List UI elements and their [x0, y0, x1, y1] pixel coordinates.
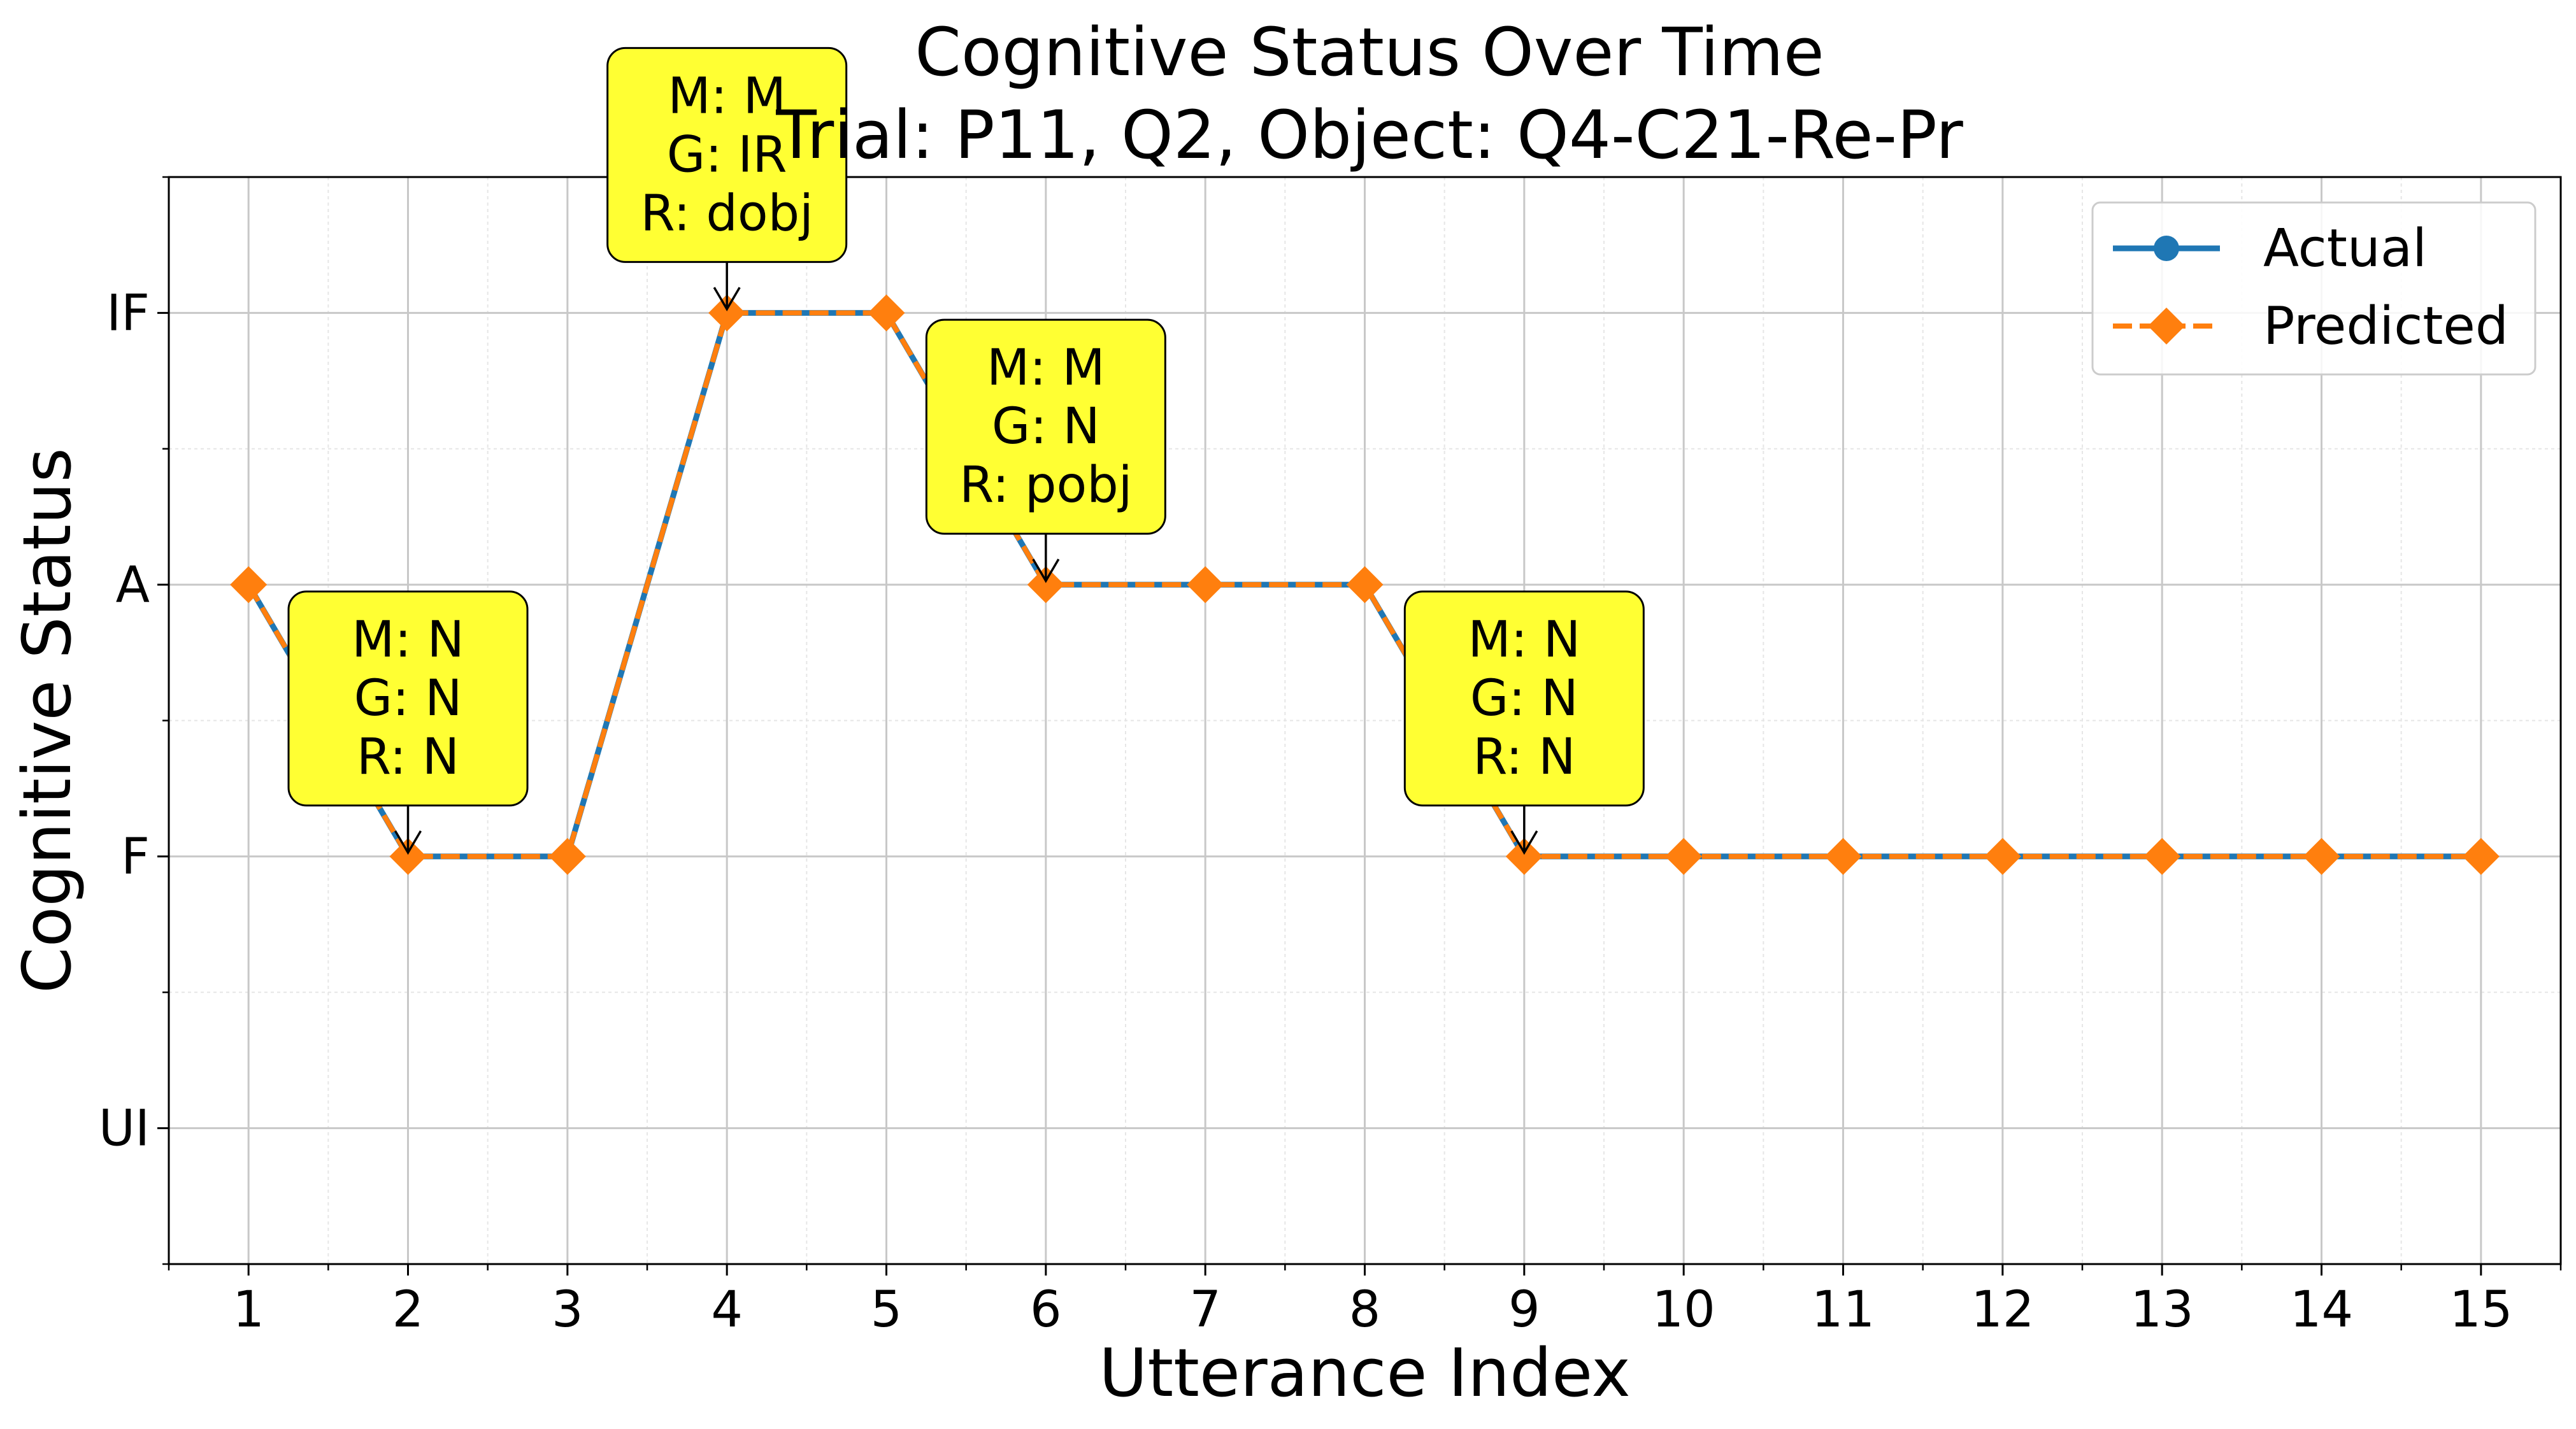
chart-title: Cognitive Status Over Time: [915, 13, 1824, 91]
data-point-predicted-13: [2143, 837, 2181, 875]
y-tick-label-if: IF: [106, 285, 150, 342]
chart-subtitle: Trial: P11, Q2, Object: Q4-C21-Re-Pr: [775, 96, 1963, 174]
data-point-predicted-15: [2462, 837, 2500, 875]
series-layer: [230, 294, 2500, 875]
annotation-arrow-head: [1032, 558, 1060, 583]
x-tick-label-3: 3: [552, 1281, 583, 1339]
legend-entry-actual: Actual: [2113, 218, 2427, 279]
annotation-box: [606, 46, 848, 263]
annotation-text-line: R: pobj: [959, 457, 1132, 514]
data-point-predicted-8: [1346, 566, 1384, 604]
annotation-4: M: NG: NR: N: [1403, 590, 1645, 855]
x-axis-label: Utterance Index: [1099, 1334, 1631, 1412]
x-tick-label-9: 9: [1508, 1281, 1540, 1339]
annotation-box: [925, 318, 1166, 535]
annotation-arrow-head: [713, 287, 741, 311]
data-point-predicted-3: [548, 837, 586, 875]
annotation-text-line: G: N: [1470, 670, 1578, 727]
x-tick-label-13: 13: [2131, 1281, 2194, 1339]
data-point-predicted-12: [1984, 837, 2021, 875]
legend: Actual Predicted: [2091, 201, 2537, 376]
x-tick-label-6: 6: [1030, 1281, 1062, 1339]
x-tick-label-2: 2: [392, 1281, 424, 1339]
x-tick-label-5: 5: [871, 1281, 903, 1339]
data-point-predicted-6: [1027, 566, 1064, 604]
x-tick-label-14: 14: [2290, 1281, 2353, 1339]
y-tick-label-f: F: [121, 828, 150, 886]
x-tick-label-15: 15: [2449, 1281, 2512, 1339]
y-tick-label-ui: UI: [99, 1100, 150, 1158]
annotation-text-line: R: N: [357, 729, 459, 786]
annotation-box: [1403, 590, 1645, 807]
annotation-text-line: M: M: [668, 68, 786, 125]
data-point-predicted-14: [2303, 837, 2340, 875]
legend-label-actual: Actual: [2263, 218, 2427, 279]
data-point-predicted-11: [1824, 837, 1862, 875]
annotation-arrow-head: [1510, 830, 1538, 855]
annotation-text-line: M: N: [1468, 611, 1580, 669]
annotation-text-line: G: N: [992, 398, 1100, 455]
x-tick-label-11: 11: [1812, 1281, 1875, 1339]
legend-marker-actual: [2154, 236, 2179, 261]
data-point-predicted-5: [868, 294, 905, 332]
annotation-text-line: M: N: [352, 611, 464, 669]
annotation-arrow-head: [394, 830, 422, 855]
x-tick-label-12: 12: [1971, 1281, 2034, 1339]
annotation-1: M: NG: NR: N: [287, 590, 529, 855]
data-point-predicted-1: [230, 566, 268, 604]
annotation-3: M: MG: NR: pobj: [925, 318, 1166, 583]
data-point-predicted-4: [708, 294, 746, 332]
annotation-text-line: R: N: [1473, 729, 1575, 786]
x-tick-label-7: 7: [1189, 1281, 1221, 1339]
data-point-predicted-2: [389, 837, 427, 875]
y-axis-label: Cognitive Status: [8, 448, 86, 993]
y-tick-label-a: A: [116, 557, 150, 614]
annotation-text-line: G: N: [354, 670, 462, 727]
data-point-predicted-9: [1505, 837, 1543, 875]
annotation-text-line: M: M: [987, 339, 1105, 397]
annotation-2: M: MG: IRR: dobj: [606, 46, 848, 311]
annotation-box: [287, 590, 529, 807]
annotation-text-line: G: IR: [667, 126, 787, 183]
legend-marker-predicted: [2148, 308, 2185, 345]
x-tick-label-10: 10: [1652, 1281, 1715, 1339]
data-point-predicted-7: [1187, 566, 1224, 604]
legend-label-predicted: Predicted: [2263, 296, 2508, 357]
data-point-predicted-10: [1665, 837, 1703, 875]
x-tick-label-1: 1: [233, 1281, 264, 1339]
x-tick-label-8: 8: [1349, 1281, 1381, 1339]
legend-entry-predicted: Predicted: [2113, 296, 2508, 357]
x-tick-label-4: 4: [711, 1281, 743, 1339]
annotation-text-line: R: dobj: [641, 185, 813, 242]
